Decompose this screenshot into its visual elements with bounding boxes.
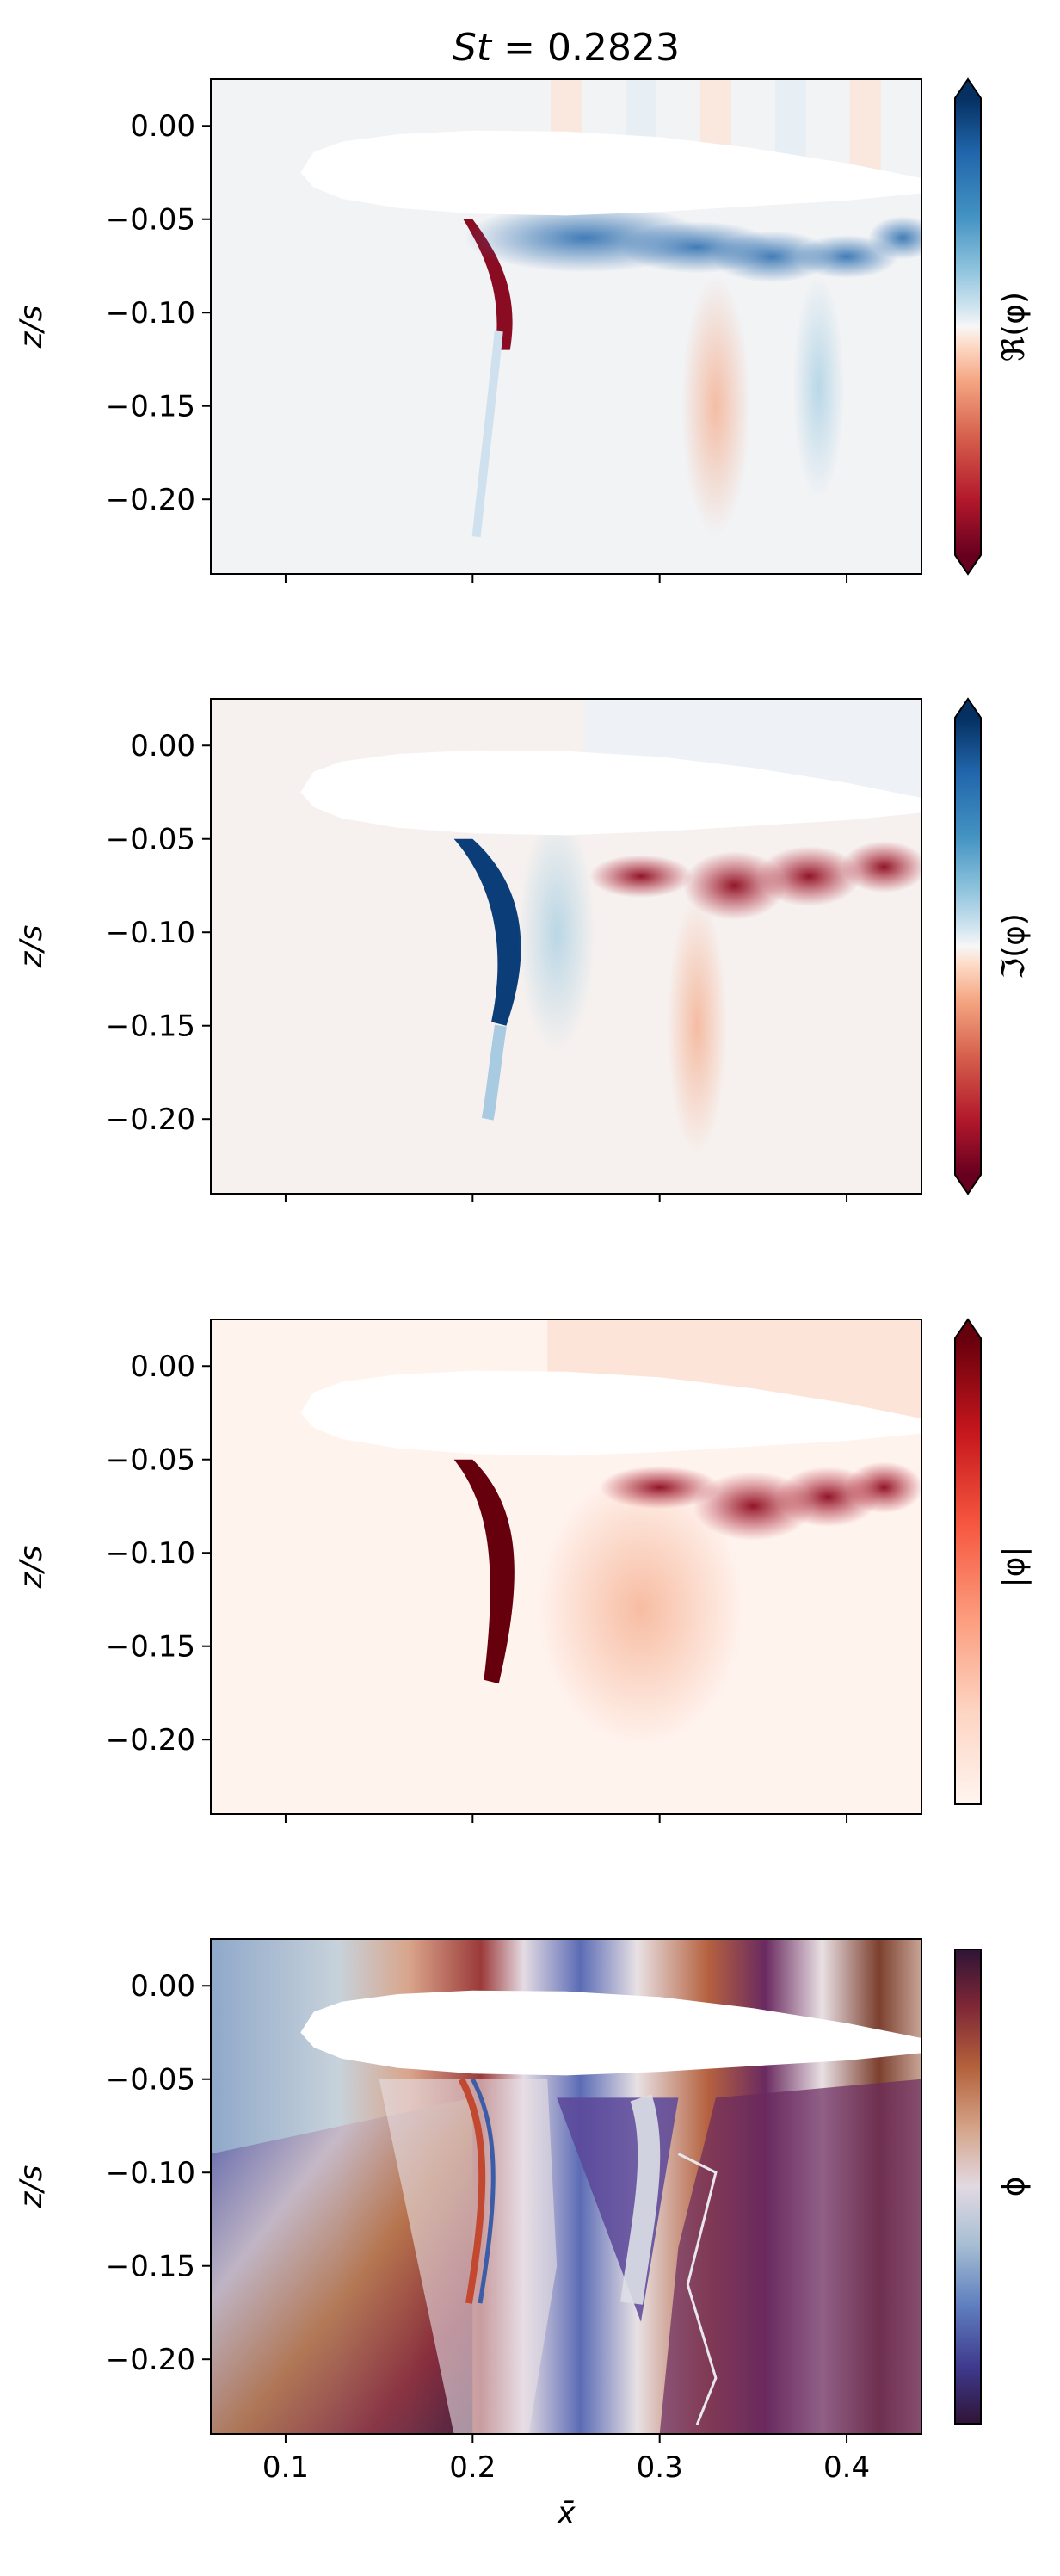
column-red	[681, 276, 750, 535]
wake-halo	[537, 1471, 744, 1747]
y-axis-label: z/s	[14, 1546, 49, 1590]
column-red	[667, 896, 728, 1155]
wing-mask	[300, 130, 921, 216]
wing-mask	[300, 750, 921, 836]
y-tick-label-3: −0.15	[106, 1630, 195, 1665]
phase-pale-strip	[379, 2079, 558, 2434]
colorbar-extend-top	[955, 1319, 981, 1338]
wing-mask	[300, 1990, 921, 2076]
x-tick-label-1: 0.2	[449, 2450, 496, 2485]
wake-blob-2	[712, 231, 833, 283]
colorbar-extend-top	[955, 699, 981, 718]
colorbar-extend-bottom	[955, 1175, 981, 1194]
y-tick-label-3: −0.15	[106, 1010, 195, 1044]
y-tick-label-4: −0.20	[106, 2343, 195, 2377]
colorbar-gradient	[955, 98, 981, 555]
y-axis-label: z/s	[14, 2165, 49, 2209]
wake-blob-4	[868, 216, 921, 260]
y-tick-label-2: −0.10	[106, 296, 195, 330]
plot-area	[211, 699, 921, 1194]
y-axis-label: z/s	[14, 306, 49, 349]
panel-3: 0.00 −0.05 −0.10 −0.15 −0.20 z/s |φ|	[14, 1318, 1032, 1823]
plot-area	[211, 1939, 921, 2434]
title-variable: St	[453, 26, 493, 70]
y-tick-label-2: −0.10	[106, 2156, 195, 2190]
y-tick-label-1: −0.05	[106, 203, 195, 238]
y-tick-label-2: −0.10	[106, 1536, 195, 1571]
x-tick-label-0: 0.1	[262, 2450, 309, 2485]
wake-blob-1	[757, 846, 861, 907]
panel-2: 0.00 −0.05 −0.10 −0.15 −0.20 z/s ℑ(φ)	[14, 697, 1032, 1202]
y-tick-label-2: −0.10	[106, 916, 195, 950]
colorbar-gradient	[955, 718, 981, 1175]
x-axis-label: x̄	[556, 2496, 576, 2531]
colorbar: ℑ(φ)	[954, 697, 1032, 1195]
y-tick-label-3: −0.15	[106, 390, 195, 424]
y-tick-label-4: −0.20	[106, 1723, 195, 1757]
y-tick-label-1: −0.05	[106, 823, 195, 857]
colorbar-outline	[954, 77, 982, 576]
vortex-trail	[481, 1024, 507, 1121]
phase-right-region	[659, 2079, 921, 2434]
y-tick-label-4: −0.20	[106, 483, 195, 517]
title-value: = 0.2823	[491, 26, 680, 70]
y-tick-label-4: −0.20	[106, 1103, 195, 1137]
plot-area	[211, 1319, 921, 1814]
vortex-trail	[471, 330, 503, 538]
vortex-core	[453, 838, 521, 1026]
y-tick-label-0: 0.00	[130, 729, 195, 763]
colorbar-label: ℜ(φ)	[996, 292, 1032, 361]
colorbar: ϕ	[954, 1949, 1032, 2425]
wing-mask	[300, 1370, 921, 1456]
wake-blob-2	[845, 1461, 921, 1514]
phase-vortex-line	[458, 2077, 486, 2304]
axes-frame	[210, 1319, 922, 1815]
colorbar: |φ|	[954, 1318, 1032, 1805]
colorbar-label: |φ|	[996, 1546, 1032, 1587]
colorbar-extend-top	[955, 79, 981, 98]
y-tick-label-0: 0.00	[130, 109, 195, 144]
stripe-4	[849, 79, 881, 182]
panel-1: 0.00 −0.05 −0.10 −0.15 −0.20 z/s St = 0.2823 ℜ(…	[14, 26, 1032, 583]
phase-contour	[677, 2153, 718, 2425]
colorbar-outline	[954, 1949, 982, 2425]
axes-frame	[210, 78, 922, 575]
plot-area	[211, 79, 921, 574]
vortex-core	[453, 1459, 515, 1684]
phase-pale-tongue	[620, 2094, 661, 2305]
colorbar: ℜ(φ)	[954, 77, 1032, 576]
panel-4: 0.1 0.2 0.3 0.4 0.00 −0.05 −0.10 −0.15 −0.20 z/s x…	[14, 1938, 1032, 2531]
y-tick-label-1: −0.05	[106, 2063, 195, 2097]
column-blue	[792, 275, 845, 500]
colorbar-gradient	[955, 1949, 981, 2424]
y-tick-label-0: 0.00	[130, 1350, 195, 1384]
wake-blob-3	[599, 1466, 720, 1510]
axes-frame	[210, 698, 922, 1195]
y-tick-label-0: 0.00	[130, 1969, 195, 2004]
colorbar-label: ϕ	[996, 2177, 1032, 2197]
x-tick-label-2: 0.3	[637, 2450, 683, 2485]
colorbar-label: ℑ(φ)	[996, 913, 1032, 979]
vortex-core	[463, 219, 513, 350]
y-tick-label-3: −0.15	[106, 2250, 195, 2284]
wake-blob-2	[841, 841, 921, 893]
x-tick-label-3: 0.4	[823, 2450, 870, 2485]
y-tick-label-1: −0.05	[106, 1443, 195, 1478]
y-axis-label: z/s	[14, 925, 49, 969]
axes-frame	[210, 1938, 922, 2435]
chart-title: St = 0.2823	[453, 26, 680, 70]
wake-blob-3	[589, 855, 693, 899]
colorbar-extend-bottom	[955, 555, 981, 574]
colorbar-outline	[954, 1318, 982, 1805]
blue-halo	[518, 812, 596, 1053]
phase-vortex-line-2	[471, 2078, 496, 2304]
colorbar-outline	[954, 697, 982, 1195]
colorbar-gradient	[955, 1338, 981, 1804]
